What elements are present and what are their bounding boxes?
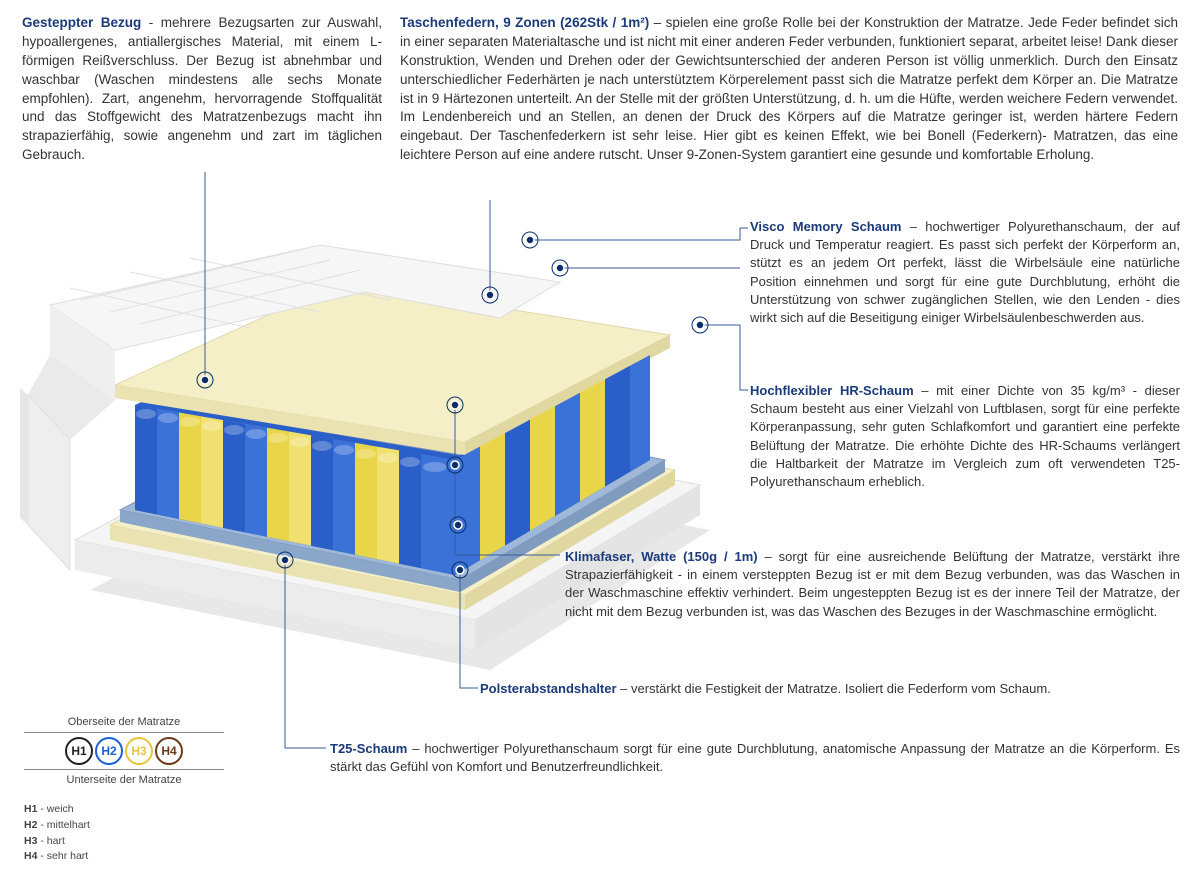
top-columns: Gesteppter Bezug - mehrere Bezugsarten z… — [22, 14, 1178, 165]
legend-bot-label: Unterseite der Matratze — [24, 774, 224, 786]
callout-klima: Klimafaser, Watte (150g / 1m) – sorgt fü… — [565, 548, 1180, 621]
col-cover: Gesteppter Bezug - mehrere Bezugsarten z… — [22, 14, 382, 165]
callout-visco: Visco Memory Schaum – hochwertiger Polyu… — [750, 218, 1180, 327]
hr-title: Hochflexibler HR-Schaum — [750, 383, 914, 398]
klima-title: Klimafaser, Watte (150g / 1m) — [565, 549, 758, 564]
visco-body: – hochwertiger Polyurethanschaum, der au… — [750, 219, 1180, 325]
legend-circle-h4: H4 — [155, 737, 183, 765]
legend-top-label: Oberseite der Matratze — [24, 716, 224, 728]
callout-hr: Hochflexibler HR-Schaum – mit einer Dich… — [750, 382, 1180, 491]
hr-body: – mit einer Dichte von 35 kg/m³ - dieser… — [750, 383, 1180, 489]
polster-body: – verstärkt die Festigkeit der Matratze.… — [617, 681, 1051, 696]
t25-title: T25-Schaum — [330, 741, 407, 756]
springs-body: – spielen eine große Rolle bei der Konst… — [400, 15, 1178, 162]
callout-t25: T25-Schaum – hochwertiger Polyurethansch… — [330, 740, 1180, 776]
legend-keys: H1 - weich H2 - mittelhart H3 - hart H4 … — [24, 802, 224, 865]
hardness-legend: Oberseite der Matratze H1 H2 H3 H4 Unter… — [24, 714, 224, 865]
t25-body: – hochwertiger Polyurethanschaum sorgt f… — [330, 741, 1180, 774]
visco-title: Visco Memory Schaum — [750, 219, 901, 234]
cover-body: - mehrere Bezugsarten zur Auswahl, hypoa… — [22, 15, 382, 162]
cover-title: Gesteppter Bezug — [22, 15, 141, 30]
polster-title: Polsterabstandshalter — [480, 681, 617, 696]
legend-circle-h1: H1 — [65, 737, 93, 765]
legend-circle-h3: H3 — [125, 737, 153, 765]
callout-polster: Polsterabstandshalter – verstärkt die Fe… — [480, 680, 1180, 698]
legend-circles: H1 H2 H3 H4 — [24, 732, 224, 770]
springs-title: Taschenfedern, 9 Zonen (262Stk / 1m²) — [400, 15, 649, 30]
legend-circle-h2: H2 — [95, 737, 123, 765]
col-springs: Taschenfedern, 9 Zonen (262Stk / 1m²) – … — [400, 14, 1178, 165]
